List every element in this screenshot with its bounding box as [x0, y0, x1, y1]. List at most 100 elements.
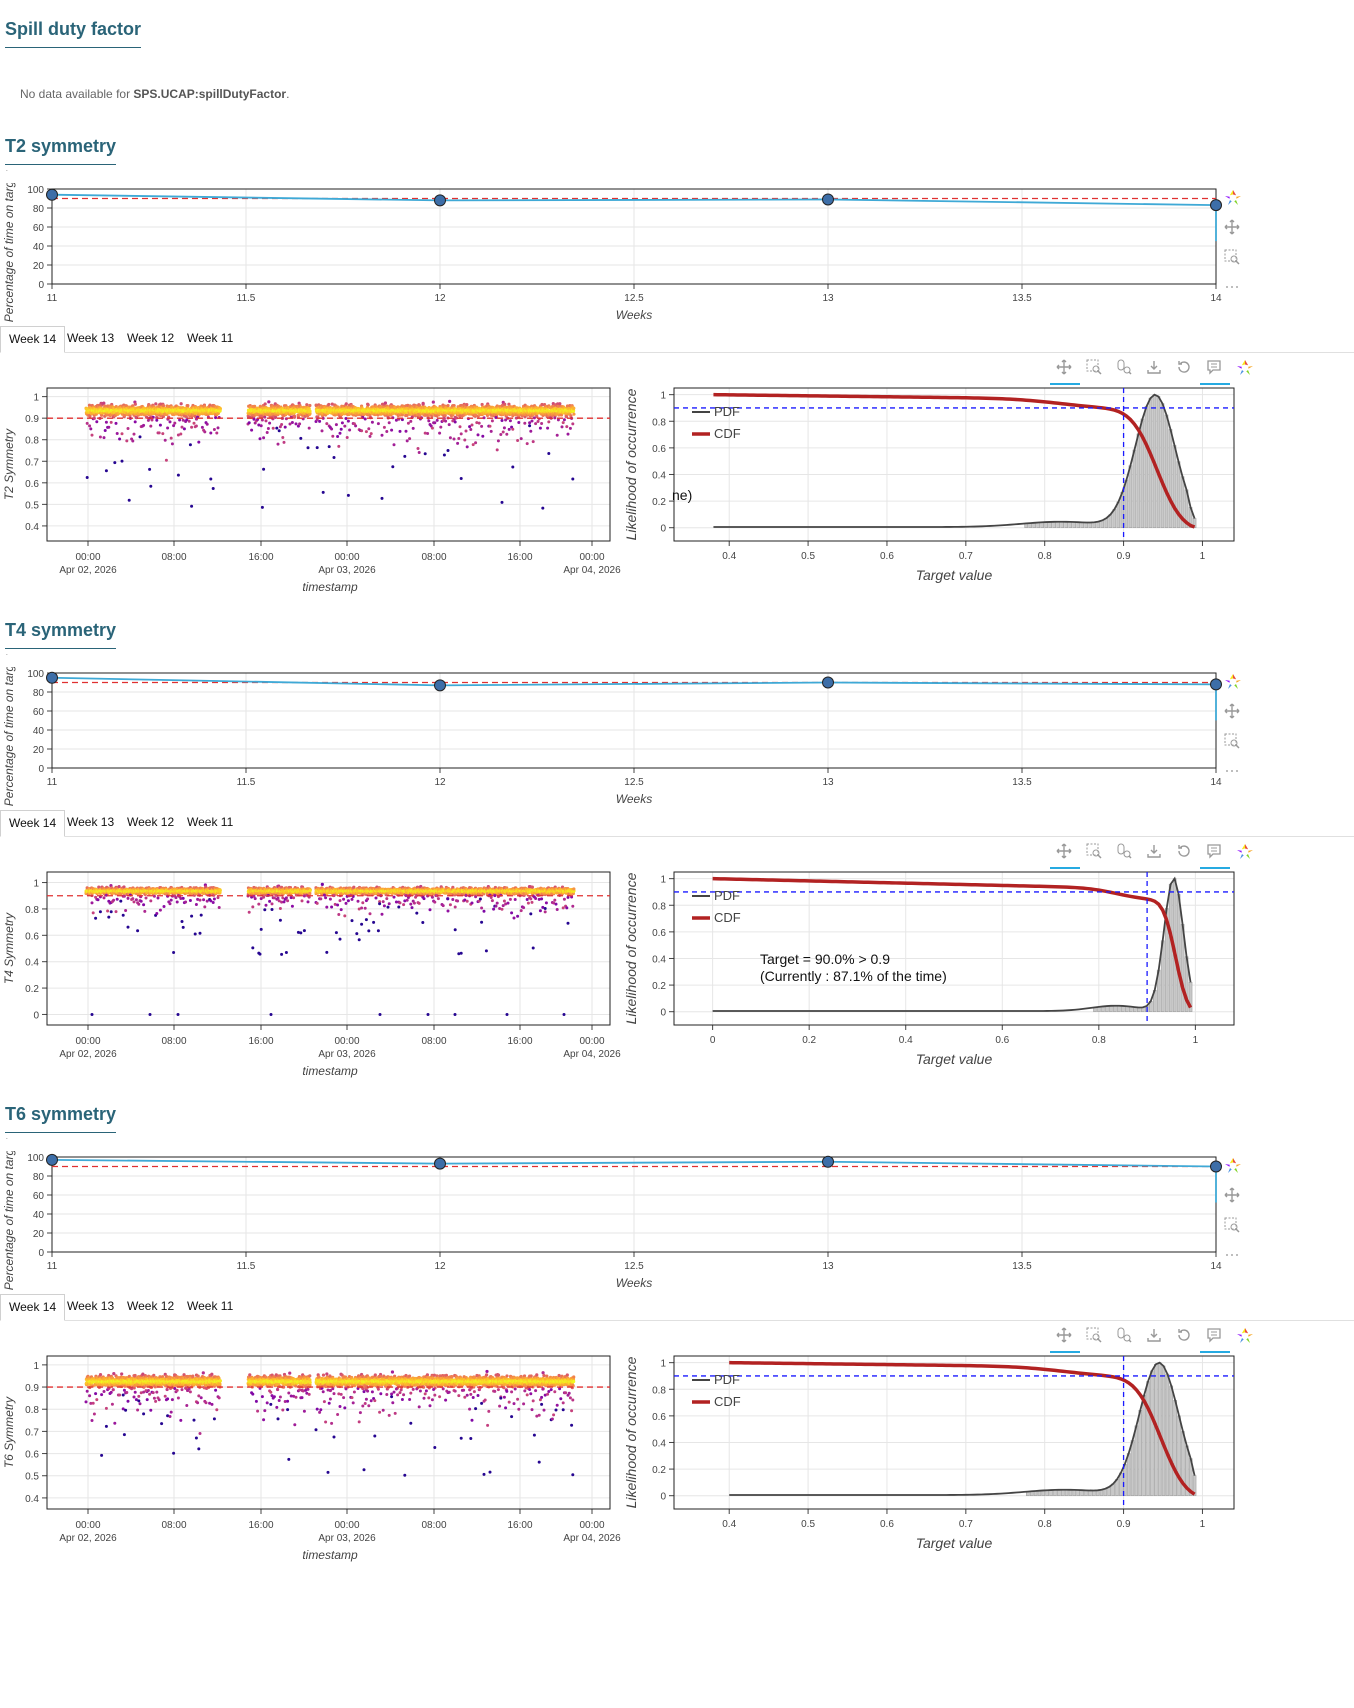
scatter-point [305, 403, 309, 407]
bokeh-logo-icon[interactable] [1218, 185, 1244, 215]
scatter-point [205, 422, 209, 426]
tab-week-11[interactable]: Week 11 [187, 815, 234, 829]
hover-tool[interactable] [1200, 355, 1230, 385]
dots-icon[interactable] [1218, 759, 1244, 789]
scatter-point [139, 899, 143, 903]
scatter-point [126, 925, 130, 929]
ytick-label: 0.4 [25, 522, 39, 533]
scatter-point [421, 401, 425, 405]
tab-week-12[interactable]: Week 12 [127, 815, 175, 829]
pan-icon [1056, 843, 1072, 859]
scatter-point [500, 418, 504, 422]
scatter-point [547, 452, 551, 456]
tab-week-13[interactable]: Week 13 [67, 815, 115, 829]
scatter-point [516, 439, 520, 443]
tab-week-14[interactable]: Week 14 [0, 326, 66, 353]
tab-week-14[interactable]: Week 14 [0, 810, 66, 837]
pan-icon[interactable] [1218, 215, 1244, 245]
scatter-point [209, 431, 213, 435]
scatter-point [453, 420, 457, 424]
box-zoom-icon[interactable] [1218, 245, 1244, 275]
tab-week-11[interactable]: Week 11 [187, 331, 234, 345]
box-zoom-icon [1086, 843, 1102, 859]
pan-tool[interactable] [1050, 355, 1080, 385]
scatter-point [458, 425, 462, 429]
scatter-point [149, 484, 153, 488]
xtick-label: 00:00 [75, 1036, 100, 1047]
save-tool[interactable] [1140, 355, 1170, 381]
box-zoom-icon [1224, 733, 1240, 749]
pan-tool[interactable] [1050, 839, 1080, 869]
scatter-point [194, 902, 198, 906]
box-zoom-tool[interactable] [1080, 839, 1110, 865]
scatter-point [531, 440, 535, 444]
tab-week-12[interactable]: Week 12 [127, 331, 175, 345]
scatter-point [292, 414, 297, 418]
scatter-point [134, 898, 138, 902]
ytick-label: 0 [38, 280, 44, 291]
reset-tool[interactable] [1170, 355, 1200, 381]
scatter-point [346, 419, 350, 423]
plot-toolbar-0 [1050, 355, 1260, 385]
scatter-point [181, 418, 185, 422]
pan-icon[interactable] [1218, 699, 1244, 729]
hover-tool[interactable] [1200, 839, 1230, 869]
scatter-point [508, 419, 512, 423]
scatter-point [155, 418, 159, 422]
pan-icon [1056, 359, 1072, 375]
tab-week-13[interactable]: Week 13 [67, 331, 115, 345]
bokeh-logo-icon[interactable] [1218, 669, 1244, 699]
scatter-point [400, 413, 404, 417]
scatter-point [346, 493, 350, 497]
scatter-point [190, 914, 194, 918]
scatter-point [418, 403, 422, 408]
scatter-point [263, 402, 267, 406]
scatter-point [112, 898, 116, 902]
scatter-point [529, 429, 533, 433]
wheel-zoom-tool[interactable] [1110, 355, 1140, 381]
scatter-point [572, 406, 576, 410]
scatter-point [331, 434, 335, 438]
spill-duty-factor-title: Spill duty factor [5, 19, 142, 48]
bokeh-logo-tool[interactable] [1230, 355, 1260, 381]
scatter-point [391, 465, 395, 469]
wheel-zoom-icon [1117, 359, 1132, 375]
save-tool[interactable] [1140, 839, 1170, 865]
plot-frame [673, 387, 1235, 542]
scatter-point [444, 419, 448, 423]
xtick-label: 11 [47, 293, 58, 304]
pdf-bars [1024, 394, 1197, 528]
scatter-point [416, 447, 420, 451]
box-zoom-tool[interactable] [1080, 355, 1110, 381]
dots-icon[interactable] [1218, 275, 1244, 305]
scatter-point [100, 413, 104, 417]
ylabel-clip [0, 171, 16, 183]
reset-tool[interactable] [1170, 839, 1200, 865]
scatter-point [294, 422, 298, 426]
scatter-point [452, 437, 456, 441]
box-zoom-icon[interactable] [1218, 729, 1244, 759]
scatter-point [528, 424, 532, 428]
bokeh-logo-tool[interactable] [1230, 839, 1260, 865]
scatter-point [88, 414, 92, 418]
weekly-point [822, 193, 834, 206]
distribution-chart-0[interactable]: 00.20.40.60.810.4 0.5 0.6 0.7 0.8 0.9 1PDFCDFn… [620, 375, 1300, 595]
scatter-point [263, 415, 267, 419]
scatter-point [163, 438, 167, 442]
scatter-point [494, 415, 498, 419]
save-icon [1147, 361, 1161, 374]
wheel-zoom-tool[interactable] [1110, 839, 1140, 865]
ytick-label: 80 [33, 204, 45, 215]
scatter-point [380, 496, 384, 500]
scatter-point [344, 416, 348, 420]
scatter-point [85, 475, 89, 479]
scatter-point [97, 885, 101, 889]
scatter-point [345, 435, 349, 439]
ytick-label: 0.2 [652, 497, 666, 508]
scatter-point [198, 931, 202, 935]
scatter-point [194, 424, 198, 428]
